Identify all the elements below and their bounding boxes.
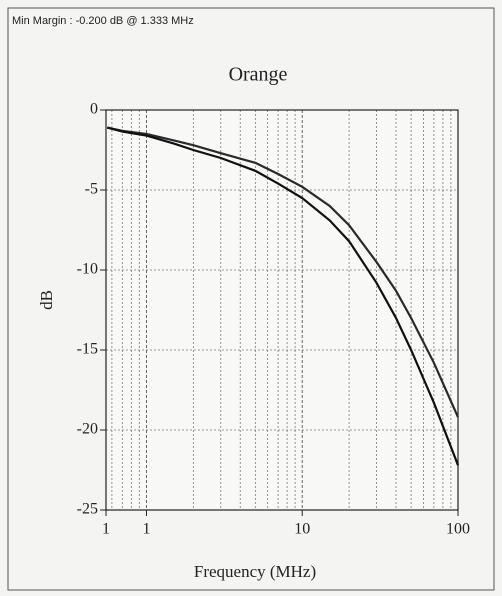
- x-axis-label: Frequency (MHz): [194, 562, 316, 581]
- plot-border: [105, 109, 459, 511]
- header: Min Margin : -0.200 dB @ 1.333 MHz: [12, 15, 194, 27]
- x-tick-label: 1: [142, 521, 150, 538]
- y-tick-label: -10: [77, 261, 98, 278]
- y-tick-label: -5: [85, 181, 98, 198]
- frame: [7, 7, 495, 591]
- x-tick-label: 100: [446, 521, 470, 538]
- y-tick-label: -25: [77, 501, 98, 518]
- chart-title: Orange: [229, 64, 288, 86]
- y-axis-label: dB: [37, 290, 56, 310]
- x-tick-label: 1: [102, 521, 110, 538]
- y-tick-label: 0: [90, 101, 98, 118]
- x-tick-label: 10: [294, 521, 310, 538]
- series-line: [106, 126, 460, 466]
- series-line: [106, 126, 460, 418]
- plot-area: [106, 110, 458, 510]
- y-tick-label: -20: [77, 421, 98, 438]
- y-tick-label: -15: [77, 341, 98, 358]
